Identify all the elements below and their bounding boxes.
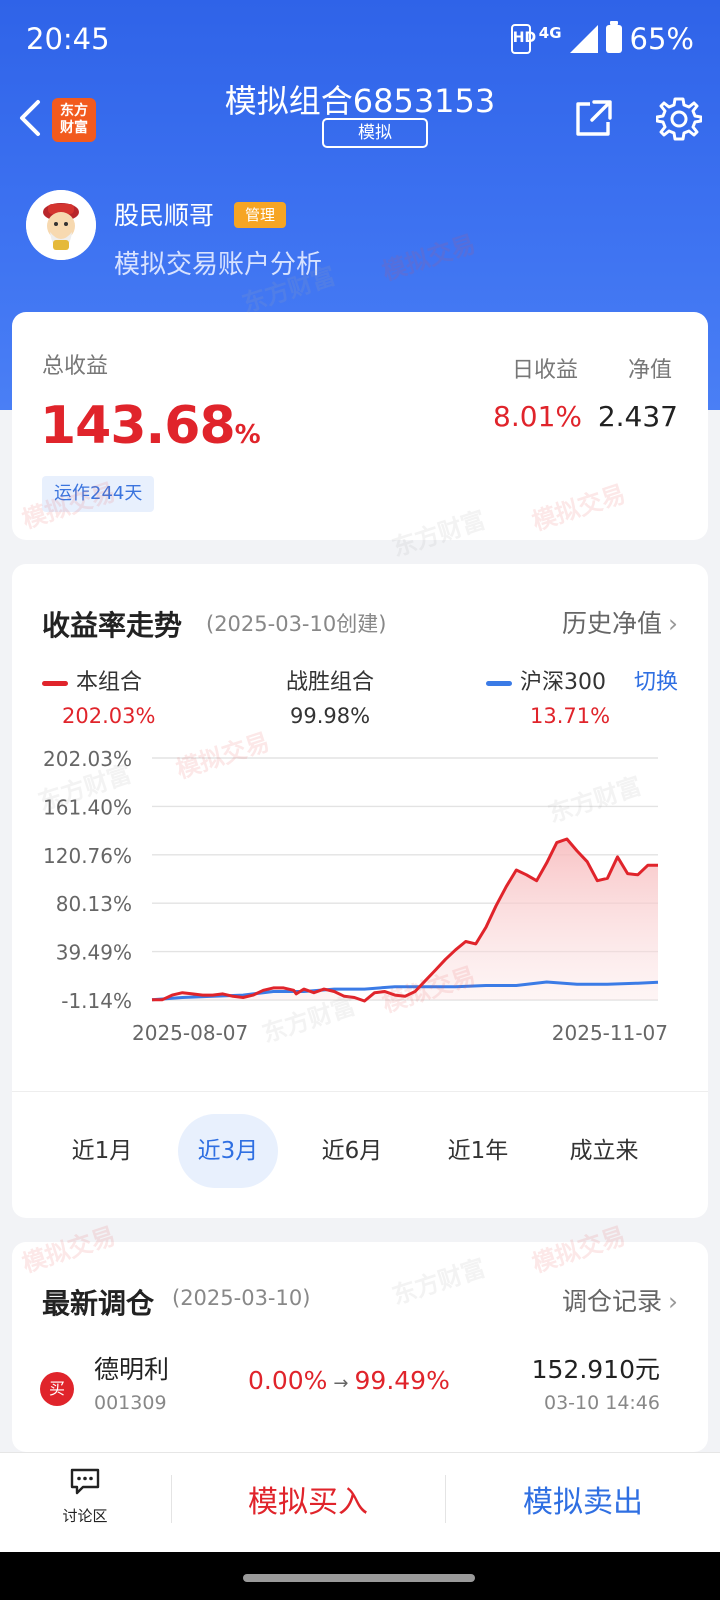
y-tick-label: 39.49% (56, 941, 132, 965)
portfolio-line (152, 837, 658, 1003)
legend-hs300-value: 13.71% (530, 704, 611, 728)
divider (171, 1475, 172, 1523)
position-change: 0.00% → 99.49% (248, 1366, 450, 1395)
legend-hs300-name: 沪深300 (520, 670, 606, 695)
period-tab[interactable]: 近1年 (447, 1138, 509, 1164)
bottom-action-bar: 讨论区 模拟买入 模拟卖出 (0, 1452, 720, 1552)
rebalance-title: 最新调仓 (42, 1287, 155, 1320)
y-tick-label: 202.03% (43, 747, 132, 771)
rebalance-records-label: 调仓记录 (561, 1287, 662, 1316)
mode-tag: 模拟 (322, 118, 428, 148)
history-nav-link[interactable]: 历史净值 › (562, 604, 678, 640)
divider (12, 1091, 708, 1092)
net-value: 2.437 (597, 400, 678, 433)
simulate-buy-button[interactable]: 模拟买入 (248, 1485, 368, 1520)
period-tab[interactable]: 成立来 (569, 1138, 639, 1164)
legend-beat-value: 99.98% (290, 704, 371, 728)
total-return-unit: % (234, 420, 261, 450)
stock-name: 德明利 (94, 1355, 170, 1384)
status-time: 20:45 (26, 22, 110, 56)
admin-badge: 管理 (234, 202, 286, 228)
avatar[interactable] (26, 190, 96, 260)
total-return-value: 143.68% (40, 396, 261, 456)
y-tick-label: 80.13% (56, 892, 132, 916)
discussion-tab[interactable]: 讨论区 (50, 1467, 120, 1526)
period-tab[interactable]: 近3月 (178, 1114, 278, 1188)
y-tick-label: 161.40% (43, 795, 132, 819)
divider (445, 1475, 446, 1523)
share-icon[interactable] (572, 98, 614, 140)
battery-level: 65% (629, 22, 694, 56)
hs300-line (151, 980, 659, 1002)
chevron-right-icon: › (668, 1287, 678, 1316)
y-tick-label: -1.14% (61, 989, 132, 1013)
period-tab[interactable]: 近1月 (71, 1138, 133, 1164)
brand-logo: 东方 财富 (52, 98, 96, 142)
chat-icon (70, 1468, 100, 1495)
page-title: 模拟组合6853153 (224, 82, 496, 120)
period-tab[interactable]: 近6月 (321, 1138, 383, 1164)
rebalance-records-link[interactable]: 调仓记录 › (562, 1282, 678, 1318)
trend-title: 收益率走势 (42, 609, 183, 642)
home-indicator[interactable] (243, 1574, 475, 1582)
rebalance-row[interactable]: 买 德明利 001309 0.00% → 99.49% 152.910元 03-10… (12, 1342, 708, 1432)
net-value-label: 净值 (627, 358, 672, 383)
rebalance-card: 最新调仓 (2025-03-10) 调仓记录 › 买 德明利 001309 0.0… (12, 1242, 708, 1452)
legend-portfolio: 本组合 202.03% (42, 664, 155, 728)
arrow-right-icon: → (333, 1373, 349, 1394)
chevron-right-icon: › (668, 609, 678, 638)
position-to: 99.49% (354, 1366, 450, 1395)
legend-blue-swatch (486, 680, 512, 686)
rebalance-date: (2025-03-10) (172, 1286, 311, 1310)
legend-portfolio-name: 本组合 (76, 670, 143, 695)
daily-return-label: 日收益 (511, 358, 578, 383)
legend-hs300: 沪深300 13.71% (486, 664, 610, 728)
legend-beat-name: 战胜组合 (286, 670, 375, 695)
history-nav-label: 历史净值 (561, 609, 662, 638)
period-selector: 近1月 近3月 近6月 近1年 成立来 (12, 1114, 708, 1188)
trend-created-date: (2025-03-10创建) (206, 612, 387, 636)
legend-beat: 战胜组合 99.98% (286, 664, 375, 728)
simulate-sell-button[interactable]: 模拟卖出 (523, 1485, 643, 1520)
buy-badge: 买 (40, 1372, 74, 1406)
x-tick-label: 2025-08-07 (132, 1021, 248, 1045)
username[interactable]: 股民顺哥 (114, 201, 215, 230)
settings-gear-icon[interactable] (656, 96, 702, 142)
total-return-number: 143.68 (40, 396, 236, 456)
x-tick-label: 2025-11-07 (552, 1021, 668, 1045)
trade-price: 152.910元 (531, 1355, 660, 1384)
daily-return-value: 8.01% (493, 400, 582, 433)
hd-icon: HD (510, 24, 536, 54)
trend-card: 收益率走势 (2025-03-10创建) 历史净值 › 本组合 202.03% 战… (12, 564, 708, 1218)
legend-portfolio-value: 202.03% (62, 704, 156, 728)
back-icon[interactable] (14, 96, 50, 140)
discussion-label: 讨论区 (62, 1507, 108, 1525)
stock-code: 001309 (94, 1392, 167, 1414)
network-label: 4G (538, 24, 562, 42)
battery-icon (605, 21, 622, 53)
switch-benchmark-button[interactable]: 切换 (633, 670, 678, 695)
profile-subtitle: 模拟交易账户分析 (114, 250, 323, 280)
y-tick-label: 120.76% (43, 844, 132, 868)
return-chart[interactable]: 202.03%161.40%120.76%80.13%39.49%-1.14%2… (12, 734, 708, 1064)
signal-icon (569, 25, 598, 53)
status-bar: 20:45 HD 4G 65% (26, 20, 694, 60)
legend-red-swatch (42, 680, 68, 686)
nav-bar: 东方 财富 模拟组合6853153 模拟 (0, 72, 720, 162)
total-return-label: 总收益 (42, 354, 109, 379)
running-days-tag: 运作244天 (42, 476, 155, 512)
summary-card: 总收益 143.68% 运作244天 日收益 净值 8.01% 2.437 (12, 312, 708, 540)
system-nav-bar (0, 1552, 720, 1600)
trade-time: 03-10 14:46 (543, 1392, 660, 1414)
position-from: 0.00% (248, 1366, 328, 1395)
portfolio-area (152, 839, 658, 1001)
